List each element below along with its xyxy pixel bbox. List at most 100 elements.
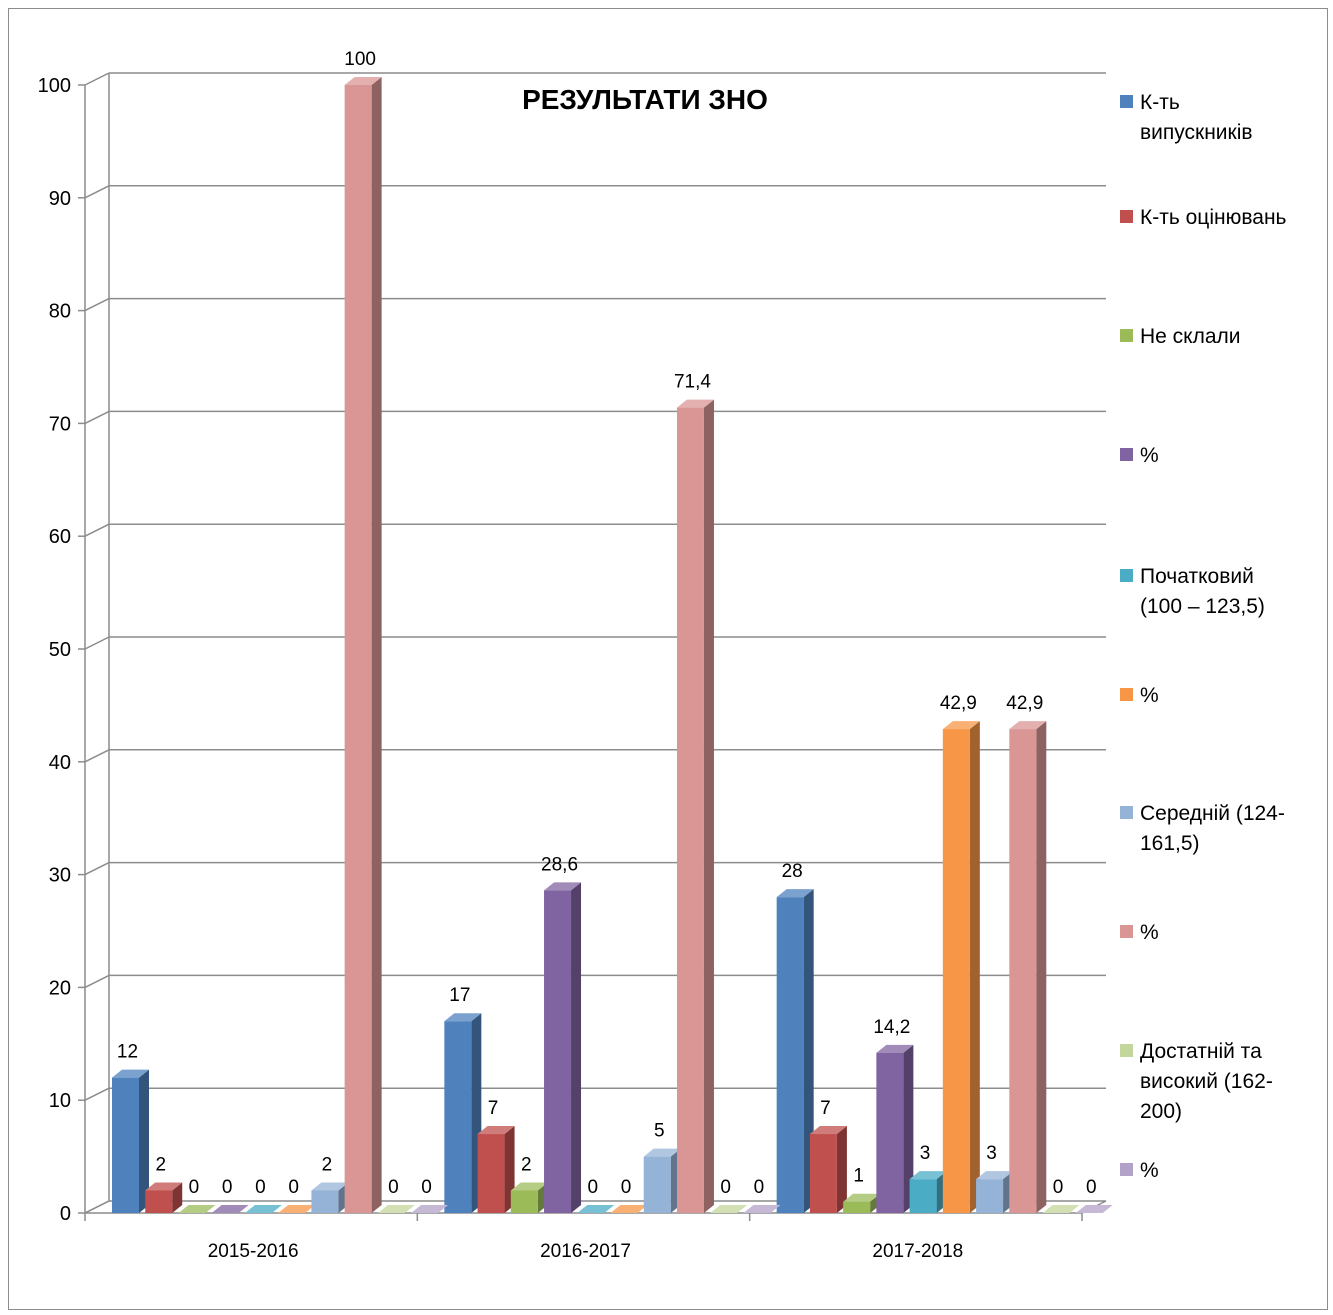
side-wall-line [84, 185, 110, 199]
bar-top [278, 1205, 316, 1213]
data-label: 2 [521, 1154, 532, 1175]
legend-label: Не склали [1140, 325, 1241, 348]
side-wall-line [84, 72, 110, 86]
legend-swatch [1120, 1044, 1133, 1057]
legend-label: Початковий (100 – 123,5) [1140, 565, 1265, 618]
bar-top [510, 1182, 548, 1191]
data-label: 1 [853, 1166, 864, 1187]
chart-title: РЕЗУЛЬТАТИ ЗНО [522, 84, 768, 115]
data-label: 7 [488, 1098, 499, 1119]
legend-item: % [1120, 1156, 1325, 1186]
side-wall-line [84, 297, 110, 312]
bar-top [1042, 1205, 1080, 1213]
data-label: 5 [654, 1121, 665, 1142]
bar-top [643, 1148, 681, 1157]
bar [544, 890, 572, 1213]
bar-top [776, 889, 814, 898]
data-label: 0 [189, 1177, 200, 1198]
chart-legend: К-ть випускників К-ть оцінювань Не склал… [1120, 0, 1330, 1315]
y-tick-label: 80 [49, 301, 71, 323]
bar [776, 897, 804, 1213]
side-wall-line [84, 749, 110, 763]
legend-label: % [1140, 684, 1159, 707]
bar-top [211, 1205, 249, 1213]
bar-top [577, 1205, 615, 1213]
legend-label: % [1140, 1159, 1159, 1182]
bar-side [969, 721, 980, 1213]
bar-side [139, 1069, 149, 1213]
bar-top [112, 1069, 149, 1078]
bar-top [976, 1171, 1014, 1180]
data-label: 17 [449, 985, 470, 1006]
bar [843, 1201, 871, 1213]
y-tick-label: 60 [49, 526, 71, 548]
bar-top [411, 1205, 449, 1213]
bar [809, 1134, 837, 1213]
data-label: 0 [1086, 1177, 1097, 1198]
data-label: 7 [820, 1098, 831, 1119]
y-tick-label: 30 [49, 865, 71, 887]
bar-side [1036, 721, 1047, 1213]
bar [145, 1190, 173, 1213]
legend-label: % [1140, 444, 1159, 467]
data-label: 2 [322, 1154, 333, 1175]
data-label: 0 [388, 1177, 399, 1198]
bar-top [244, 1205, 282, 1213]
bar-top [178, 1205, 216, 1213]
legend-swatch [1120, 925, 1133, 938]
bar-top [676, 399, 714, 408]
bar-side [172, 1182, 183, 1213]
legend-label: К-ть оцінювань [1140, 206, 1287, 229]
legend-swatch [1120, 448, 1133, 461]
x-tick-label: 2016-2017 [540, 1241, 631, 1262]
data-label: 0 [587, 1177, 598, 1198]
data-label: 0 [1053, 1177, 1064, 1198]
bar [909, 1179, 937, 1213]
legend-label: % [1140, 921, 1159, 944]
bar [976, 1179, 1004, 1213]
bar [477, 1134, 505, 1213]
x-tick-label: 2015-2016 [208, 1241, 299, 1262]
bar-top [477, 1126, 515, 1135]
data-label: 100 [344, 49, 376, 70]
legend-item: Достатній та високий (162- 200) [1120, 1037, 1325, 1127]
data-label: 0 [288, 1177, 299, 1198]
data-label: 0 [421, 1177, 432, 1198]
legend-swatch [1120, 806, 1133, 819]
bar-side [571, 882, 582, 1213]
data-label: 0 [754, 1177, 765, 1198]
legend-item: Середній (124- 161,5) [1120, 799, 1325, 859]
data-label: 3 [986, 1143, 997, 1164]
legend-swatch [1120, 95, 1133, 108]
y-tick-label: 50 [49, 639, 71, 661]
legend-item: Початковий (100 – 123,5) [1120, 562, 1325, 622]
side-wall-line [84, 1087, 110, 1101]
legend-swatch [1120, 329, 1133, 342]
bar [942, 729, 970, 1213]
legend-item: К-ть оцінювань [1120, 203, 1325, 233]
y-tick-label: 40 [49, 752, 71, 774]
bar-side [836, 1126, 847, 1213]
y-tick-label: 10 [49, 1090, 71, 1112]
chart-frame [8, 8, 1328, 1310]
data-label: 0 [621, 1177, 632, 1198]
data-label: 14,2 [873, 1017, 910, 1038]
bar [1009, 729, 1037, 1213]
bar-top [710, 1205, 748, 1213]
legend-swatch [1120, 688, 1133, 701]
side-wall-line [84, 636, 110, 650]
bar [444, 1021, 472, 1213]
legend-item: % [1120, 681, 1325, 711]
bar-top [145, 1182, 183, 1191]
x-tick-label: 2017-2018 [872, 1241, 963, 1262]
data-label: 71,4 [674, 372, 711, 393]
bar [510, 1190, 538, 1213]
legend-label: Достатній та високий (162- 200) [1140, 1040, 1273, 1123]
bar-top [743, 1205, 781, 1213]
y-tick-label: 20 [49, 977, 71, 999]
bar-top [444, 1013, 482, 1022]
legend-label: Середній (124- 161,5) [1140, 802, 1285, 855]
bar-top [311, 1182, 349, 1191]
legend-item: % [1120, 441, 1325, 471]
data-label: 42,9 [940, 693, 977, 714]
